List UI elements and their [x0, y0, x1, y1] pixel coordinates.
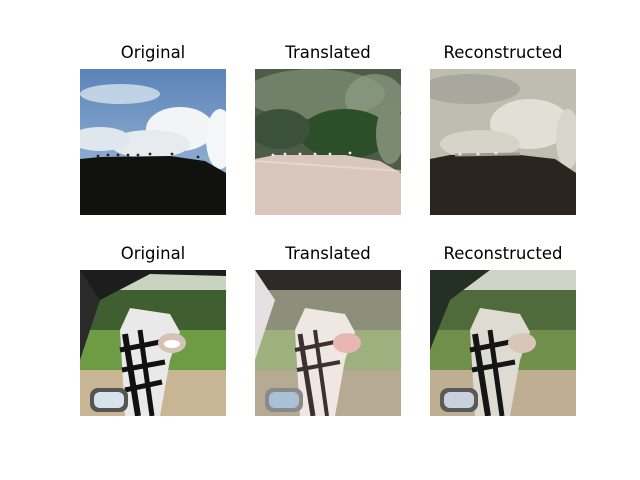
panel-title: Translated: [285, 244, 371, 263]
panel-title: Translated: [285, 43, 371, 62]
image-translated-sky: [255, 69, 401, 215]
image-reconstructed-sky: [430, 69, 576, 215]
image-reconstructed-zebra: [430, 270, 576, 416]
panel-title: Original: [120, 244, 186, 263]
panel-title: Reconstructed: [443, 43, 563, 62]
image-original-sky: [80, 69, 226, 215]
image-original-zebra: [80, 270, 226, 416]
image-translated-zebra: [255, 270, 401, 416]
panel-title: Original: [120, 43, 186, 62]
panel-title: Reconstructed: [443, 244, 563, 263]
